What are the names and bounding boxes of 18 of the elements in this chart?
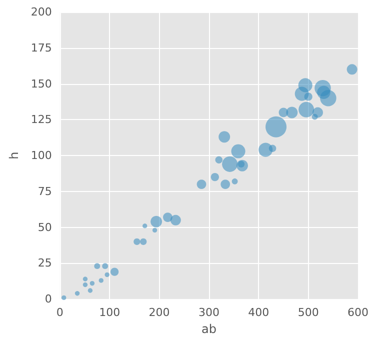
- y-tick-label: 50: [38, 220, 52, 234]
- x-tick-label: 400: [248, 306, 270, 320]
- x-tick-label: 600: [348, 306, 368, 320]
- y-tick-label: 200: [30, 6, 52, 18]
- y-tick-label: 175: [30, 41, 52, 54]
- x-tick-label: 300: [198, 306, 220, 320]
- y-tick-label: 25: [38, 256, 52, 270]
- x-tick-label: 100: [99, 306, 120, 320]
- y-tick-label: 125: [30, 113, 52, 126]
- x-axis-title: ab: [201, 322, 216, 336]
- x-tick-label: 200: [148, 306, 170, 320]
- y-tick-label: 0: [44, 292, 52, 306]
- y-tick-label: 75: [38, 184, 52, 198]
- y-tick-label: 100: [30, 149, 52, 162]
- x-tick-label: 0: [56, 306, 64, 320]
- y-axis-title: h: [7, 152, 21, 160]
- y-tick-label: 150: [30, 77, 52, 90]
- x-tick-label: 500: [298, 306, 319, 320]
